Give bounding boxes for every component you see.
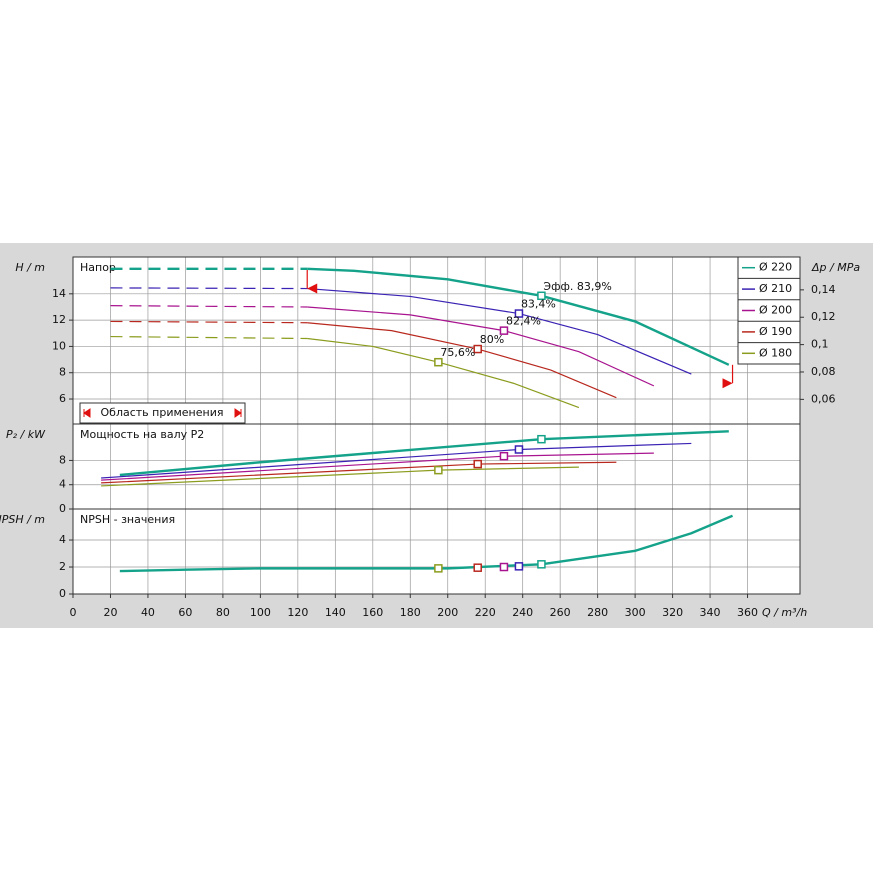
efficiency-label: 80% — [480, 333, 504, 346]
legend-label: Ø 200 — [759, 304, 792, 317]
x-tick-label: 140 — [325, 606, 346, 619]
head-curve-dashed — [110, 335, 308, 340]
y-tick-label: 8 — [59, 453, 66, 466]
operating-point — [473, 459, 482, 469]
operating-point — [473, 563, 482, 572]
x-axis-label: Q / m³/h — [762, 606, 807, 619]
efficiency-label: 82,4% — [506, 315, 541, 328]
y-tick-label: 0 — [59, 587, 66, 600]
application-label: Область применения — [101, 406, 224, 419]
efficiency-label: 75,6% — [440, 346, 475, 359]
y-tick-label: 6 — [59, 392, 66, 405]
y2-tick-label: 0,06 — [811, 392, 836, 405]
panel-title: NPSH - значения — [80, 513, 175, 526]
operating-point — [473, 344, 482, 354]
range-arrow — [722, 378, 733, 389]
operating-point — [499, 562, 509, 572]
operating-point — [499, 326, 509, 335]
head-curve-dashed — [110, 320, 308, 324]
x-tick-label: 200 — [437, 606, 458, 619]
operating-point — [537, 434, 546, 444]
y-tick-label: 8 — [59, 366, 66, 379]
operating-point — [514, 445, 524, 454]
y2-axis-label: Δp / MPa — [811, 261, 860, 274]
y-tick-label: 0 — [59, 502, 66, 515]
x-tick-label: 340 — [700, 606, 721, 619]
head-curve — [307, 287, 692, 375]
x-tick-label: 260 — [550, 606, 571, 619]
panel-frame — [72, 508, 801, 595]
x-tick-label: 360 — [737, 606, 758, 619]
efficiency-label: 83,4% — [521, 298, 556, 311]
y2-tick-label: 0,12 — [811, 310, 836, 323]
x-tick-label: 320 — [662, 606, 683, 619]
y2-tick-label: 0,1 — [811, 338, 829, 351]
y-tick-label: 12 — [52, 313, 66, 326]
y-tick-label: 4 — [59, 478, 66, 491]
operating-point — [434, 357, 443, 367]
operating-point — [514, 562, 524, 571]
y-tick-label: 2 — [59, 560, 66, 573]
plot-area — [73, 257, 800, 594]
y2-tick-label: 0,08 — [811, 365, 836, 378]
y-tick-label: 10 — [52, 339, 66, 352]
operating-point — [499, 451, 509, 461]
legend-label: Ø 190 — [759, 325, 792, 338]
operating-point — [434, 465, 443, 475]
y2-tick-label: 0,14 — [811, 283, 836, 296]
x-tick-label: 160 — [362, 606, 383, 619]
legend-label: Ø 210 — [759, 282, 792, 295]
power-curve — [119, 430, 729, 477]
y-axis-label: NPSH / m — [0, 513, 45, 526]
x-tick-label: 220 — [475, 606, 496, 619]
operating-point — [434, 564, 443, 573]
head-curve — [307, 306, 655, 387]
head-curve — [307, 322, 617, 399]
legend-label: Ø 180 — [759, 346, 792, 359]
x-tick-label: 180 — [400, 606, 421, 619]
x-tick-label: 280 — [587, 606, 608, 619]
x-tick-label: 80 — [216, 606, 230, 619]
x-tick-label: 100 — [250, 606, 271, 619]
operating-point — [514, 309, 524, 318]
y-axis-label: P₂ / kW — [6, 428, 46, 441]
y-tick-label: 14 — [52, 287, 66, 300]
x-tick-label: 40 — [141, 606, 155, 619]
x-tick-label: 120 — [287, 606, 308, 619]
panel-title: Мощность на валу P2 — [80, 428, 204, 441]
x-tick-label: 300 — [625, 606, 646, 619]
operating-point — [537, 291, 546, 301]
x-tick-label: 240 — [512, 606, 533, 619]
head-curve — [307, 337, 580, 409]
y-axis-label: H / m — [15, 261, 45, 274]
efficiency-label: Эфф. 83,9% — [543, 280, 611, 293]
range-arrow — [307, 283, 318, 294]
application-box — [79, 402, 246, 424]
head-curve — [307, 267, 730, 366]
operating-point — [537, 560, 546, 569]
head-curve-dashed — [110, 287, 308, 290]
application-arrows — [83, 408, 242, 418]
head-curve-dashed — [110, 305, 308, 308]
x-tick-label: 0 — [70, 606, 77, 619]
x-tick-label: 60 — [178, 606, 192, 619]
y-tick-label: 4 — [59, 533, 66, 546]
legend-label: Ø 220 — [759, 261, 792, 274]
panel-title: Напор — [80, 261, 116, 274]
x-tick-label: 20 — [103, 606, 117, 619]
npsh-curve — [119, 514, 734, 573]
